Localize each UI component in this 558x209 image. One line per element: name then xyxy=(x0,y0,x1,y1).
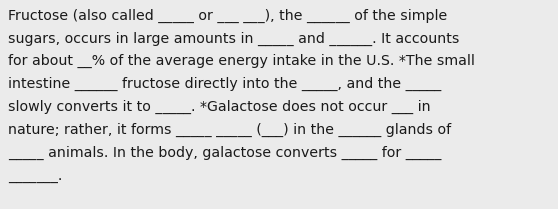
Text: for about __% of the average energy intake in the U.S. *The small: for about __% of the average energy inta… xyxy=(8,54,475,69)
Text: Fructose (also called _____ or ___ ___), the ______ of the simple: Fructose (also called _____ or ___ ___),… xyxy=(8,9,448,23)
Text: _____ animals. In the body, galactose converts _____ for _____: _____ animals. In the body, galactose co… xyxy=(8,146,442,160)
Text: intestine ______ fructose directly into the _____, and the _____: intestine ______ fructose directly into … xyxy=(8,77,442,91)
Text: slowly converts it to _____. *Galactose does not occur ___ in: slowly converts it to _____. *Galactose … xyxy=(8,100,431,114)
Text: sugars, occurs in large amounts in _____ and ______. It accounts: sugars, occurs in large amounts in _____… xyxy=(8,31,460,46)
Text: _______.: _______. xyxy=(8,169,63,183)
Text: nature; rather, it forms _____ _____ (___) in the ______ glands of: nature; rather, it forms _____ _____ (__… xyxy=(8,123,451,137)
